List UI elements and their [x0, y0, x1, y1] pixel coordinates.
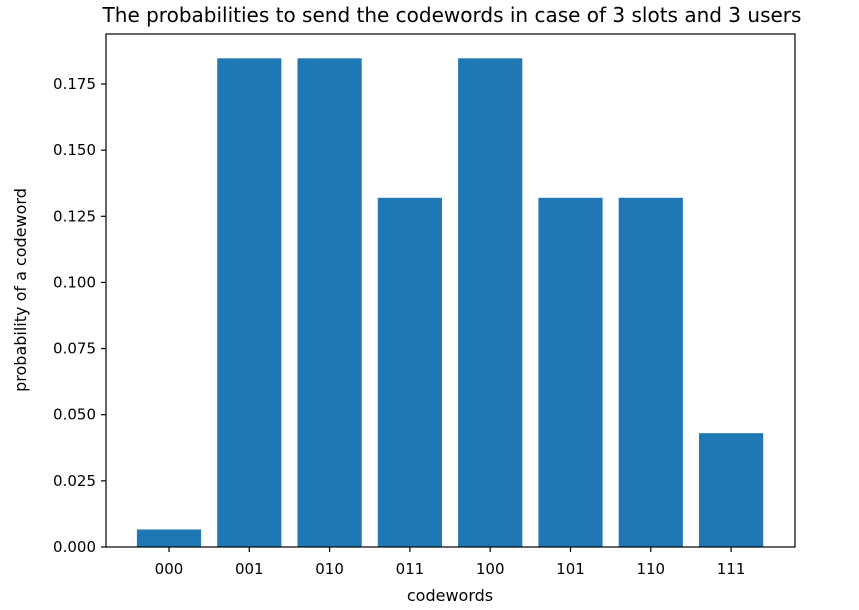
y-axis-label: probability of a codeword: [11, 188, 30, 392]
bar-111: [699, 433, 764, 547]
x-tick-label: 101: [556, 560, 585, 578]
y-axis: 0.000 0.025 0.050 0.075 0.100 0.125 0.150 0.175: [53, 75, 106, 556]
y-tick-label: 0.000: [53, 538, 96, 556]
y-tick-label: 0.075: [53, 340, 96, 358]
bar-011: [377, 197, 442, 548]
chart-title: The probabilities to send the codewords …: [102, 3, 802, 27]
y-tick-label: 0.150: [53, 141, 96, 159]
plot-frame: [105, 33, 796, 548]
x-tick-label: 110: [636, 560, 665, 578]
bar-001: [217, 58, 282, 548]
x-tick-label: 011: [396, 560, 425, 578]
x-tick-label: 111: [717, 560, 746, 578]
x-tick-label: 000: [155, 560, 184, 578]
bar-100: [458, 58, 523, 548]
y-tick-label: 0.025: [53, 472, 96, 490]
y-tick-label: 0.175: [53, 75, 96, 93]
bar-101: [538, 197, 603, 548]
bar-110: [618, 197, 683, 548]
y-tick-label: 0.125: [53, 207, 96, 225]
bar-010: [297, 58, 362, 548]
x-tick-label: 010: [315, 560, 344, 578]
x-axis: 000 001 010 011 100 101 110 111: [155, 547, 746, 578]
x-axis-label: codewords: [407, 586, 493, 605]
y-tick-label: 0.100: [53, 273, 96, 291]
bar-000: [136, 529, 202, 547]
x-tick-label: 100: [476, 560, 505, 578]
y-tick-label: 0.050: [53, 406, 96, 424]
bars-group: [136, 58, 764, 548]
x-tick-label: 001: [235, 560, 264, 578]
